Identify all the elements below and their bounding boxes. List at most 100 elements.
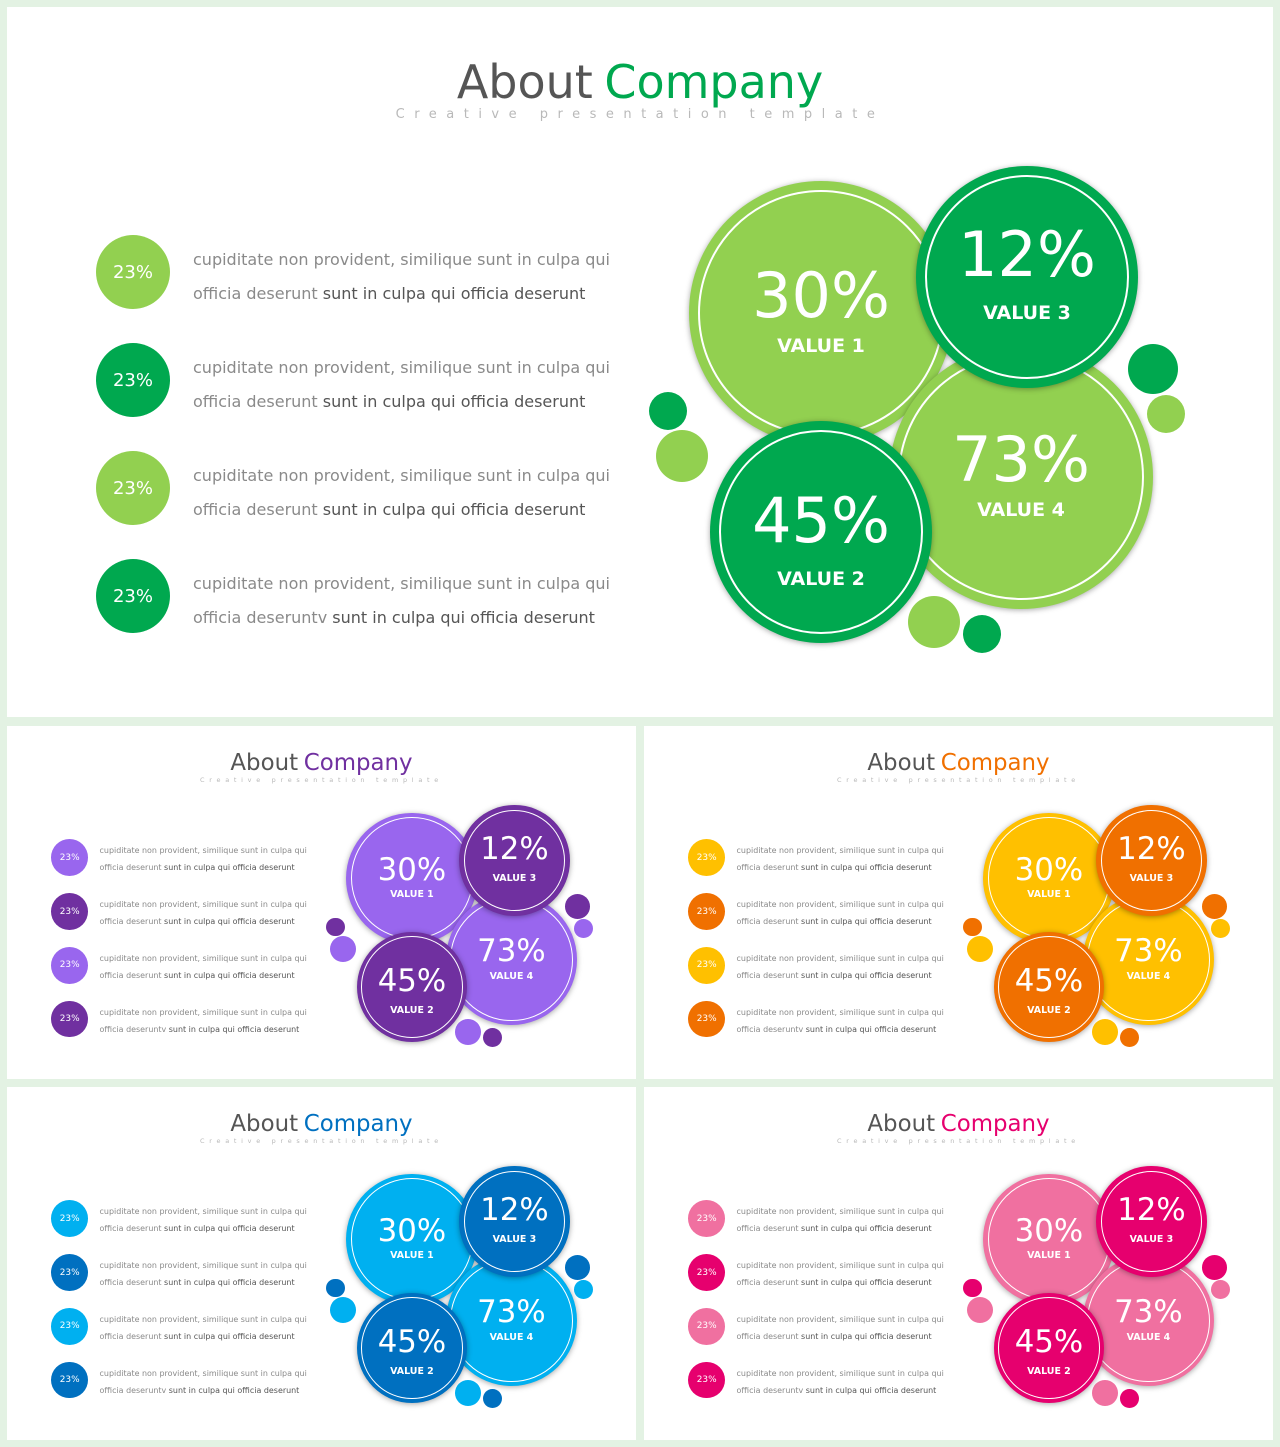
decorative-bubble [1201,893,1227,919]
description-emphasis: sunt in culpa qui officia deserunt [322,500,586,519]
slide-title: About Company [644,750,1273,776]
circle-percentage: 12% [1117,830,1186,867]
description-plain: officia deserunt [193,392,323,411]
value-badge: 23% [96,343,170,417]
circle-label: VALUE 1 [777,334,865,357]
circle-ring [998,1297,1100,1399]
circle-ring [463,1170,566,1273]
circle-percentage: 45% [1014,1324,1084,1361]
description-emphasis: sunt in culpa qui officia deserunt [322,284,586,303]
description-text: cupiditate non provident, similique sunt… [737,843,944,877]
slide-thumbnail: About Company Creative presentation templa… [644,1087,1273,1440]
circle-percentage: 73% [477,1294,546,1331]
value-circle: 30% VALUE 1 [689,181,953,445]
decorative-bubble [1147,395,1185,433]
circle-percentage: 30% [377,851,447,888]
decorative-bubble [1201,1254,1227,1280]
description-line: cupiditate non provident, similique sunt… [99,1314,307,1324]
description-line: officia deserunt sunt in culpa qui offic… [100,1275,300,1292]
description-plain: officia deserunt [736,970,802,980]
circle-label: VALUE 4 [489,970,534,982]
circle-percentage: 12% [480,830,549,867]
description-text: cupiditate non provident, similique sunt… [100,951,307,985]
decorative-bubble [455,1380,482,1406]
value-badge: 23% [688,946,726,984]
description-emphasis: sunt in culpa qui officia deserunt [805,1024,937,1034]
title-word-about: About [456,55,593,109]
circle-percentage: 45% [377,963,447,1000]
decorative-bubble [1119,1028,1139,1048]
description-emphasis: sunt in culpa qui officia deserunt [168,1024,300,1034]
decorative-bubble [326,1278,346,1298]
value-badge: 23% [96,451,170,525]
circle-ring [1100,1170,1203,1273]
description-line: officia deserunt sunt in culpa qui offic… [100,860,300,877]
circle-label: VALUE 2 [390,1004,434,1016]
description-plain: officia deserunt [736,1224,802,1234]
decorative-bubble [574,919,594,938]
decorative-bubble [1092,1380,1119,1406]
description-text: cupiditate non provident, similique sunt… [193,351,610,419]
decorative-bubble [1092,1019,1119,1045]
description-text: cupiditate non provident, similique sunt… [193,567,610,635]
description-emphasis: sunt in culpa qui officia deserunt [801,917,932,927]
description-text: cupiditate non provident, similique sunt… [99,1312,307,1346]
value-circle: 12% VALUE 3 [916,166,1138,388]
description-text: cupiditate non provident, similique sunt… [193,459,610,527]
description-emphasis: sunt in culpa qui officia deserunt [801,1224,932,1234]
description-plain: officia deseruntv [736,1385,806,1395]
value-circle: 73% VALUE 4 [889,345,1153,609]
description-emphasis: sunt in culpa qui officia deserunt [322,392,586,411]
description-plain: officia deseruntv [99,1385,169,1395]
description-emphasis: sunt in culpa qui officia deserunt [332,608,595,627]
circle-ring [361,936,463,1038]
description-line: officia deserunt sunt in culpa qui offic… [737,1275,937,1292]
decorative-bubble [482,1028,502,1048]
decorative-bubble [482,1389,502,1409]
description-text: cupiditate non provident, similique sunt… [100,1204,307,1238]
description-line: cupiditate non provident, similique sunt… [193,574,610,593]
description-line: officia deserunt sunt in culpa qui offic… [737,1221,937,1238]
decorative-bubble [1119,1389,1139,1409]
description-line: officia deseruntv sunt in culpa qui offi… [737,1022,937,1039]
description-plain: officia deseruntv [193,608,333,627]
circle-percentage: 30% [377,1212,447,1249]
value-badge: 23% [688,1361,726,1399]
slide-thumbnail: About Company Creative presentation templa… [7,726,636,1079]
description-line: cupiditate non provident, similique sunt… [99,1007,307,1017]
description-line: cupiditate non provident, similique sunt… [193,250,610,269]
value-circle: 45% VALUE 2 [993,931,1105,1043]
description-line: cupiditate non provident, similique sunt… [193,358,610,377]
description-text: cupiditate non provident, similique sunt… [100,1258,307,1292]
description-plain: officia deserunt [736,917,802,927]
value-circle: 45% VALUE 2 [356,1292,468,1404]
description-line: cupiditate non provident, similique sunt… [99,900,307,910]
circle-label: VALUE 1 [390,889,434,901]
description-line: cupiditate non provident, similique sunt… [736,953,944,963]
decorative-bubble [329,1297,356,1324]
description-text: cupiditate non provident, similique sunt… [100,843,307,877]
circle-percentage: 45% [1014,963,1084,1000]
description-emphasis: sunt in culpa qui officia deserunt [164,1331,295,1341]
title-word-about: About [867,1110,936,1137]
circle-label: VALUE 3 [983,301,1071,324]
circle-label: VALUE 3 [492,872,537,884]
circle-percentage: 12% [1117,1191,1186,1228]
description-emphasis: sunt in culpa qui officia deserunt [801,970,932,980]
circle-percentage: 45% [752,483,890,557]
description-text: cupiditate non provident, similique sunt… [736,951,944,985]
value-badge: 23% [51,1000,89,1038]
value-badge: 23% [51,893,89,930]
value-badge: 23% [688,839,726,877]
decorative-bubble [1211,919,1231,938]
description-line: officia deserunt sunt in culpa qui offic… [737,968,937,985]
value-badge: 23% [51,839,89,877]
decorative-bubble [963,615,1001,653]
circle-percentage: 73% [1114,1294,1183,1331]
title-word-company: Company [303,749,413,776]
description-line: officia deserunt sunt in culpa qui offic… [193,385,596,419]
description-text: cupiditate non provident, similique sunt… [737,1258,944,1292]
description-emphasis: sunt in culpa qui officia deserunt [801,1278,932,1288]
value-circle: 12% VALUE 3 [459,1166,570,1277]
value-badge: 23% [688,1000,726,1038]
